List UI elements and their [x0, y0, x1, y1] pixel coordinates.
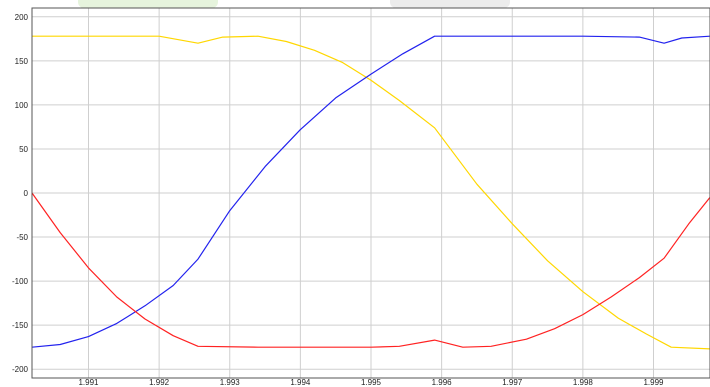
y-tick-label: -150 [12, 321, 29, 330]
y-tick-label: 100 [15, 101, 29, 110]
series-line-yellow [32, 35, 710, 350]
x-tick-label: 1.994 [290, 378, 311, 387]
x-tick-label: 1.991 [78, 378, 99, 387]
y-tick-label: 0 [24, 189, 29, 198]
y-tick-label: -100 [12, 277, 29, 286]
x-tick-label: 1.993 [220, 378, 241, 387]
y-tick-label: 150 [15, 57, 29, 66]
y-tick-label: 200 [15, 13, 29, 22]
x-tick-label: 1.997 [502, 378, 523, 387]
x-tick-label: 1.998 [573, 378, 594, 387]
decorative-gray-shape [390, 0, 510, 8]
x-tick-label: 1.992 [149, 378, 170, 387]
x-tick-label: 1.995 [361, 378, 382, 387]
x-tick-label: 1.999 [643, 378, 664, 387]
y-tick-label: -50 [16, 233, 28, 242]
decorative-green-shape [78, 0, 218, 8]
y-tick-label: 50 [19, 145, 28, 154]
grid [32, 8, 710, 378]
x-tick-label: 1.996 [432, 378, 453, 387]
axes-frame [31, 7, 710, 379]
y-tick-label: -200 [12, 365, 29, 374]
series-group [31, 35, 710, 350]
series-line-red [31, 192, 710, 348]
tick-labels: 1.991 1.992 1.993 1.994 1.995 1.996 1.997 1.998… [12, 13, 664, 387]
series-line-blue [31, 35, 710, 348]
